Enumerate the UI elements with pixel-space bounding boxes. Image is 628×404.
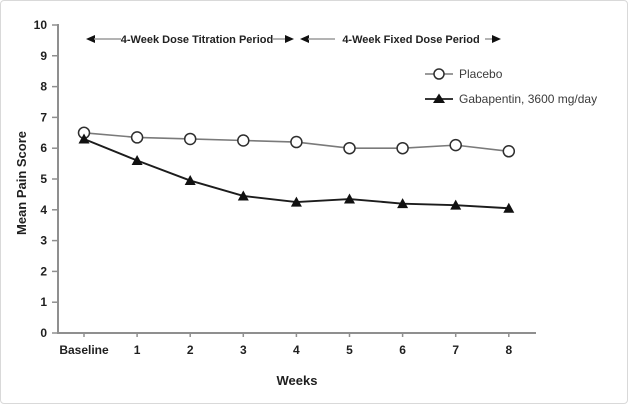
fixed-period-annotation: 4-Week Fixed Dose Period — [300, 34, 501, 46]
placebo-data-point — [396, 141, 409, 155]
right-arrowhead-icon — [492, 35, 501, 43]
y-tick-label: 3 — [40, 234, 47, 248]
y-tick-label: 0 — [40, 326, 47, 340]
x-tick-label: Baseline — [59, 343, 109, 357]
placebo-data-point — [290, 135, 303, 149]
left-arrowhead-icon — [86, 35, 95, 43]
y-axis-title: Mean Pain Score — [14, 131, 29, 235]
x-tick-label: 3 — [240, 343, 247, 357]
fixed-period-label: 4-Week Fixed Dose Period — [342, 34, 479, 46]
legend-label-gabapentin: Gabapentin, 3600 mg/day — [459, 92, 597, 106]
legend-item-gabapentin: Gabapentin, 3600 mg/day — [425, 92, 597, 106]
x-tick-label: 2 — [187, 343, 194, 357]
y-tick-label: 7 — [40, 110, 47, 124]
y-tick-label: 1 — [40, 295, 47, 309]
x-tick-label: 7 — [452, 343, 459, 357]
x-tick-label: 1 — [134, 343, 141, 357]
left-arrowhead-icon — [300, 35, 309, 43]
x-tick-label: 4 — [293, 343, 300, 357]
gabapentin-data-point — [397, 198, 409, 209]
filled-triangle-marker-icon — [433, 93, 445, 103]
placebo-data-point — [449, 138, 462, 152]
ticks-layer: 0 1 2 3 4 5 6 7 8 9 10 Baseline 1 2 3 4 5 6 7 8 — [34, 18, 513, 357]
gabapentin-data-point — [344, 193, 355, 204]
placebo-data-point — [183, 132, 197, 146]
y-tick-label: 8 — [40, 80, 47, 94]
x-tick-label: 5 — [346, 343, 353, 357]
placebo-data-point — [343, 141, 356, 155]
placebo-data-point — [130, 131, 144, 144]
legend-label-placebo: Placebo — [459, 67, 503, 81]
placebo-data-point — [502, 145, 516, 158]
x-tick-label: 6 — [399, 343, 406, 357]
y-tick-label: 9 — [40, 49, 47, 63]
x-tick-label: 8 — [505, 343, 512, 357]
gabapentin-data-point — [503, 202, 515, 213]
titration-period-annotation: 4-Week Dose Titration Period — [86, 34, 294, 46]
gabapentin-data-point — [290, 196, 302, 207]
y-tick-label: 5 — [40, 172, 47, 186]
gabapentin-data-point — [184, 175, 196, 186]
gabapentin-data-point — [237, 190, 249, 201]
y-tick-label: 4 — [40, 203, 47, 217]
right-arrowhead-icon — [285, 35, 294, 43]
gabapentin-data-point — [78, 133, 90, 144]
x-axis-title: Weeks — [277, 373, 318, 388]
legend-item-placebo: Placebo — [425, 67, 503, 81]
legend: Placebo Gabapentin, 3600 mg/day — [425, 67, 597, 106]
y-tick-label: 10 — [34, 18, 48, 32]
y-tick-label: 6 — [40, 141, 47, 155]
titration-period-label: 4-Week Dose Titration Period — [121, 34, 273, 46]
open-circle-marker-icon — [433, 68, 445, 80]
y-tick-label: 2 — [40, 264, 47, 278]
series-layer — [77, 126, 516, 213]
gabapentin-data-point — [450, 199, 462, 210]
gabapentin-data-point — [131, 155, 143, 166]
placebo-data-point — [237, 134, 250, 147]
